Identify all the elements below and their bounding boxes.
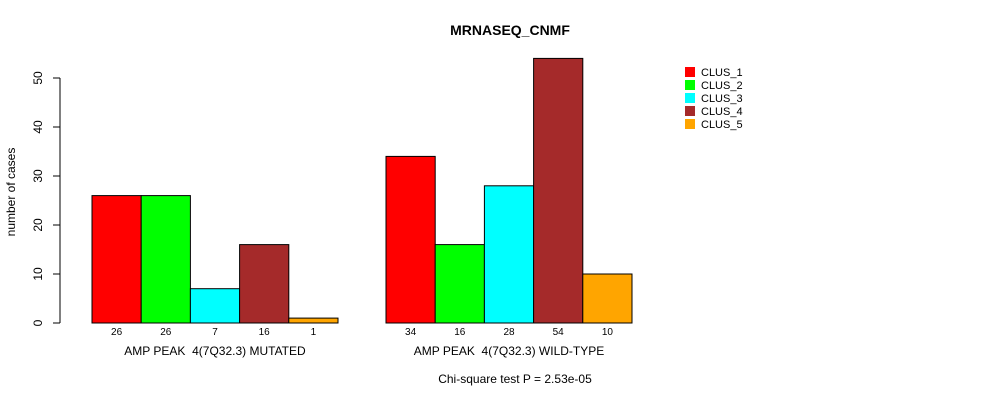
y-axis-label: number of cases <box>4 148 18 237</box>
group-labels: AMP PEAK 4(7Q32.3) MUTATED AMP PEAK 4(7Q3… <box>124 344 604 358</box>
legend-swatch <box>685 67 695 77</box>
bar-clus-5 <box>288 317 339 324</box>
y-axis: 0 10 20 30 40 50 <box>31 71 61 326</box>
bar-clus-2 <box>140 195 191 324</box>
bar-clus-5 <box>582 273 633 324</box>
bar-value-label: 54 <box>553 327 565 338</box>
bar-clus-3 <box>483 185 535 324</box>
bar-clus-3 <box>189 288 241 324</box>
bar-clus-2 <box>434 244 485 324</box>
y-tick-label: 50 <box>31 71 45 85</box>
bar-value-label: 26 <box>111 327 123 338</box>
bar-clus-1 <box>385 155 436 324</box>
chart-title: MRNASEQ_CNMF <box>450 22 570 38</box>
legend-swatch <box>685 93 695 103</box>
bars <box>91 57 633 324</box>
bar-value-label: 16 <box>259 327 271 338</box>
chi-square-footnote: Chi-square test P = 2.53e-05 <box>438 372 592 386</box>
legend-label: CLUS_4 <box>701 106 743 118</box>
legend-label: CLUS_5 <box>701 119 743 131</box>
group-label: AMP PEAK 4(7Q32.3) WILD-TYPE <box>414 344 605 358</box>
bar-value-label: 34 <box>405 327 417 338</box>
legend-swatch <box>685 106 695 116</box>
bar-value-label: 10 <box>602 327 614 338</box>
y-tick-label: 10 <box>31 267 45 281</box>
y-tick-label: 40 <box>31 120 45 134</box>
legend-label: CLUS_1 <box>701 67 743 79</box>
group-label: AMP PEAK 4(7Q32.3) MUTATED <box>124 344 306 358</box>
bar-clus-4 <box>533 57 584 324</box>
y-tick-label: 30 <box>31 169 45 183</box>
bar-value-label: 7 <box>212 327 218 338</box>
bar-value-label: 28 <box>503 327 515 338</box>
legend-label: CLUS_3 <box>701 93 743 105</box>
bar-value-label: 16 <box>454 327 466 338</box>
y-tick-label: 20 <box>31 218 45 232</box>
bar-clus-1 <box>91 195 142 324</box>
y-tick-label: 0 <box>31 319 45 326</box>
legend-label: CLUS_2 <box>701 80 743 92</box>
bar-value-labels: 26 26 7 16 1 34 16 28 54 10 <box>111 327 613 338</box>
legend-swatch <box>685 80 695 90</box>
legend-swatch <box>685 119 695 129</box>
bar-clus-4 <box>239 244 290 324</box>
bar-value-label: 1 <box>311 327 317 338</box>
bar-value-label: 26 <box>160 327 172 338</box>
